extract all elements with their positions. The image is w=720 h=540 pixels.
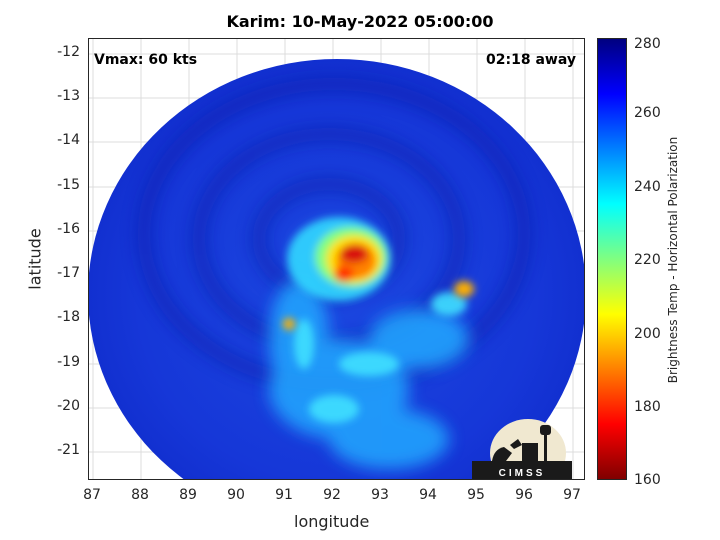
y-tick-label: -21 bbox=[57, 442, 80, 458]
x-tick-label: 87 bbox=[83, 487, 101, 503]
x-tick-label: 95 bbox=[467, 487, 485, 503]
x-tick-label: 97 bbox=[563, 487, 581, 503]
colorbar-tick: 260 bbox=[634, 105, 661, 121]
plot-title: Karim: 10-May-2022 05:00:00 bbox=[226, 12, 494, 31]
x-tick-label: 90 bbox=[227, 487, 245, 503]
colorbar-label: Brightness Temp - Horizontal Polarizatio… bbox=[666, 136, 680, 384]
x-tick-label: 89 bbox=[179, 487, 197, 503]
y-tick-label: -19 bbox=[57, 354, 80, 370]
cimss-logo: CIMSS bbox=[472, 413, 572, 479]
x-tick-label: 93 bbox=[371, 487, 389, 503]
y-tick-label: -17 bbox=[57, 265, 80, 281]
colorbar-tick: 180 bbox=[634, 399, 661, 415]
colorbar-tick: 240 bbox=[634, 179, 661, 195]
colorbar-tick: 220 bbox=[634, 252, 661, 268]
x-tick-label: 91 bbox=[275, 487, 293, 503]
vmax-label: Vmax: 60 kts bbox=[94, 52, 198, 68]
colorbar-tick: 200 bbox=[634, 326, 661, 342]
x-tick-label: 88 bbox=[131, 487, 149, 503]
y-tick-label: -13 bbox=[57, 88, 80, 104]
y-tick-label: -12 bbox=[57, 44, 80, 60]
x-tick-label: 92 bbox=[323, 487, 341, 503]
y-tick-label: -14 bbox=[57, 132, 80, 148]
y-tick-label: -16 bbox=[57, 221, 80, 237]
y-tick-label: -18 bbox=[57, 309, 80, 325]
colorbar-tick: 280 bbox=[634, 36, 661, 52]
map-plot-area[interactable]: Vmax: 60 kts 02:18 away CIMSS bbox=[88, 38, 585, 480]
x-tick-label: 94 bbox=[419, 487, 437, 503]
y-axis-label: latitude bbox=[25, 228, 45, 290]
time-away-label: 02:18 away bbox=[486, 52, 576, 68]
cimss-logo-text: CIMSS bbox=[499, 468, 546, 479]
satellite-swath bbox=[89, 39, 584, 479]
x-axis-label: longitude bbox=[294, 512, 370, 531]
colorbar-tick: 160 bbox=[634, 472, 661, 488]
y-tick-label: -20 bbox=[57, 398, 80, 414]
y-tick-label: -15 bbox=[57, 177, 80, 193]
x-tick-label: 96 bbox=[515, 487, 533, 503]
colorbar bbox=[597, 38, 627, 480]
